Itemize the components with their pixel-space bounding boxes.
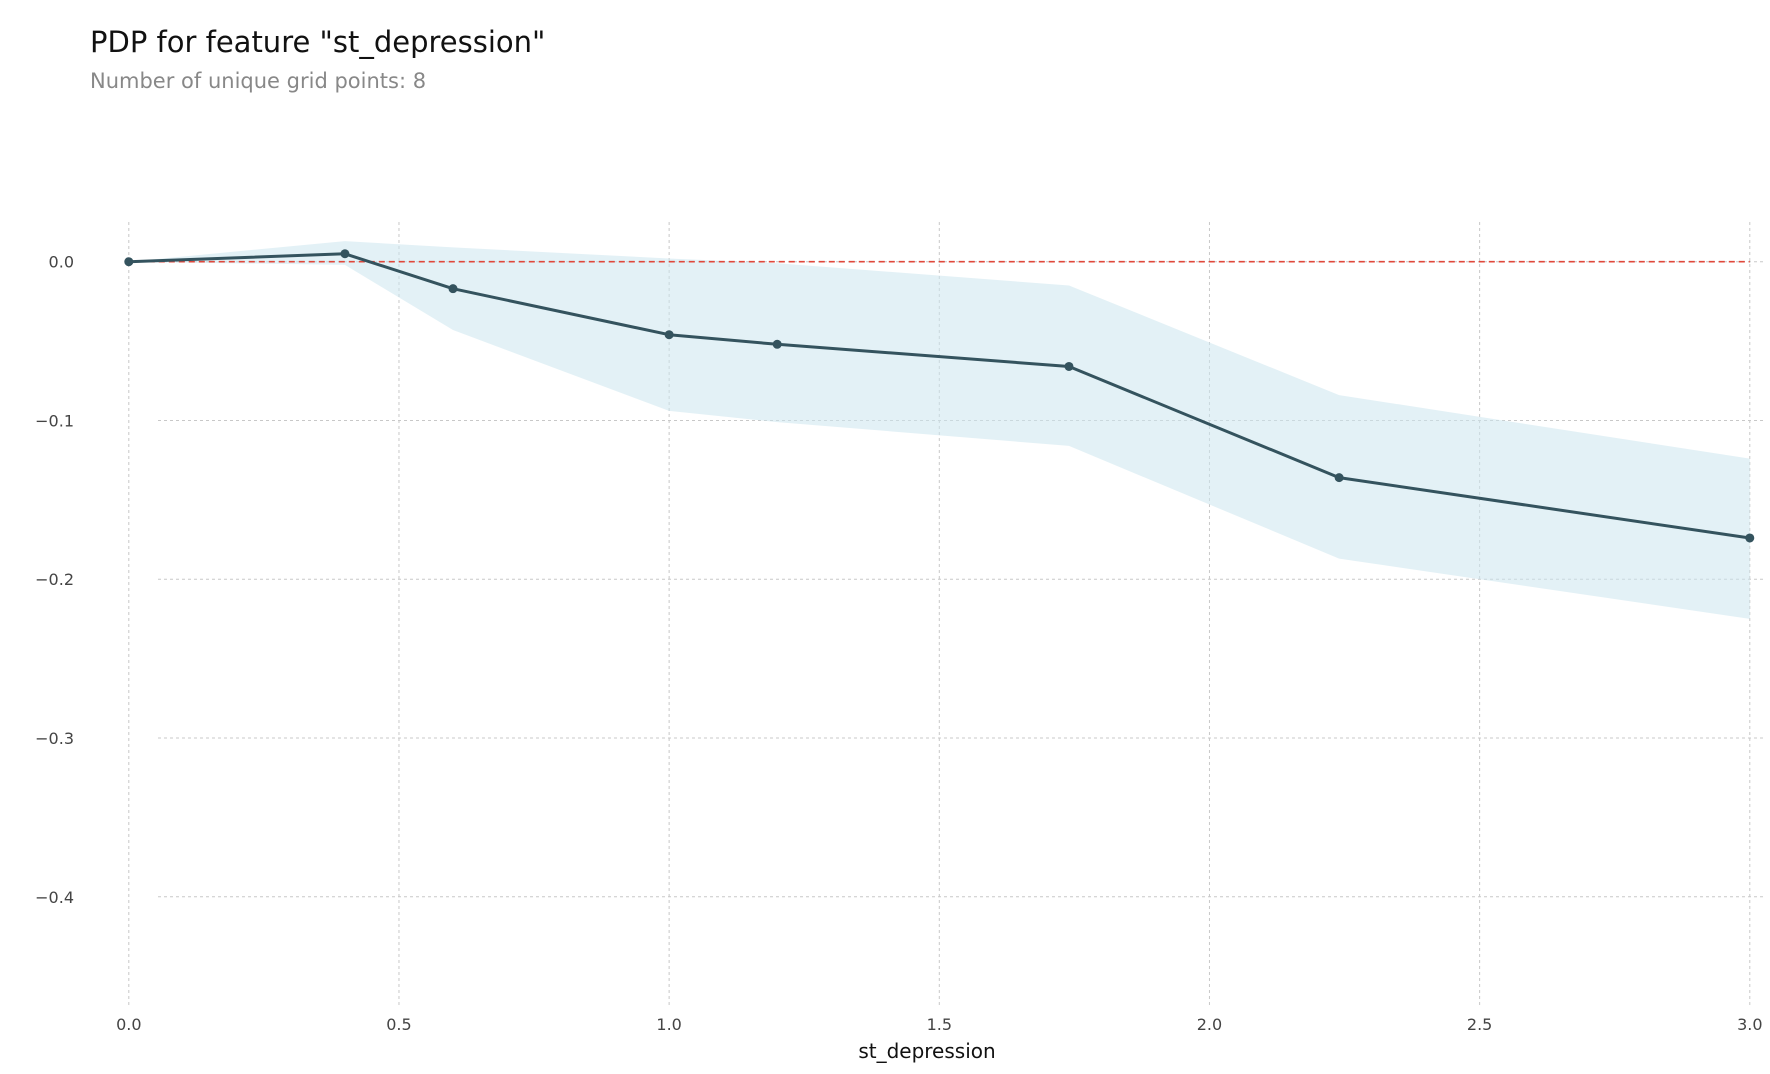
data-point — [1745, 533, 1755, 543]
y-axis-ticks: 0.0 −0.1 −0.2 −0.3 −0.4 — [35, 253, 74, 907]
x-axis-label: st_depression — [858, 1039, 995, 1063]
data-point — [340, 249, 350, 259]
x-tick-label: 0.0 — [116, 1015, 141, 1034]
confidence-band — [128, 241, 1750, 619]
data-point — [664, 330, 674, 340]
y-tick-label: 0.0 — [49, 253, 74, 272]
x-tick-label: 1.5 — [927, 1015, 952, 1034]
confidence-band-area — [128, 241, 1750, 619]
y-tick-label: −0.4 — [35, 888, 74, 907]
y-tick-label: −0.3 — [35, 729, 74, 748]
pdp-series — [124, 249, 1755, 543]
x-tick-label: 1.0 — [656, 1015, 681, 1034]
data-point — [1334, 473, 1344, 483]
data-point — [772, 339, 782, 349]
data-point — [448, 284, 458, 294]
data-point — [1064, 361, 1074, 371]
x-axis-ticks: 0.0 0.5 1.0 1.5 2.0 2.5 3.0 — [116, 1015, 1762, 1034]
x-tick-label: 2.5 — [1467, 1015, 1492, 1034]
x-tick-label: 3.0 — [1737, 1015, 1762, 1034]
pdp-line — [128, 252, 1751, 540]
x-tick-label: 2.0 — [1197, 1015, 1222, 1034]
chart-subtitle: Number of unique grid points: 8 — [90, 69, 426, 93]
y-tick-label: −0.2 — [35, 570, 74, 589]
x-tick-label: 0.5 — [386, 1015, 411, 1034]
chart-title: PDP for feature "st_depression" — [90, 25, 545, 59]
data-point — [124, 257, 134, 267]
y-tick-label: −0.1 — [35, 411, 74, 430]
